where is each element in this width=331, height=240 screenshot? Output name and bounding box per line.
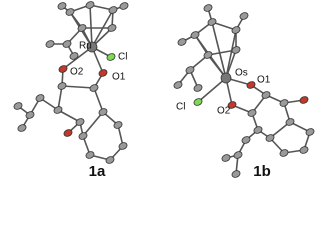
atom [25, 111, 35, 119]
atom-label: Cl [118, 52, 127, 63]
bond [211, 21, 227, 79]
atom [107, 24, 117, 32]
atom [203, 51, 213, 59]
bond [197, 77, 227, 103]
atom [98, 69, 108, 77]
atom [119, 2, 129, 10]
atom [35, 94, 45, 102]
atom [193, 98, 203, 106]
atom [173, 81, 183, 89]
atom [261, 91, 271, 99]
atom [233, 151, 243, 159]
atom [108, 6, 118, 14]
atom [279, 149, 289, 157]
bond [57, 85, 63, 111]
atom [265, 134, 275, 142]
atom [118, 142, 128, 150]
atom [77, 24, 87, 32]
atom [227, 101, 237, 109]
atom [190, 31, 200, 39]
atom [305, 128, 315, 136]
atom [53, 106, 63, 114]
atom [57, 2, 67, 10]
atom [13, 102, 23, 110]
atom [246, 81, 256, 89]
atom-label: Os [235, 68, 248, 79]
atom [85, 151, 95, 159]
atom [241, 136, 251, 144]
atom [253, 126, 263, 134]
atom [17, 124, 27, 132]
atom [220, 72, 232, 84]
atom [177, 38, 187, 46]
atom [57, 82, 67, 90]
atom [85, 1, 95, 9]
atom [285, 118, 295, 126]
atom [231, 170, 241, 178]
atom [89, 84, 99, 92]
atom [193, 84, 203, 92]
atom [86, 41, 98, 53]
bond [61, 85, 95, 89]
atom-label: Cl [176, 102, 185, 113]
atom [98, 108, 108, 116]
atom [62, 40, 72, 48]
atom-label: O2 [217, 106, 231, 117]
atom [231, 26, 241, 34]
atoms [13, 1, 315, 178]
bond [93, 87, 104, 113]
atom [113, 121, 123, 129]
atom [231, 46, 241, 54]
atom [58, 65, 68, 73]
figure: Ru Cl O2 O1 1a Os O1 Cl O2 1b [13, 1, 315, 180]
atom-label: O2 [70, 67, 84, 78]
bond [91, 9, 114, 48]
atom [105, 156, 115, 164]
bond [225, 29, 237, 79]
atom [63, 129, 73, 137]
page: Ru Cl O2 O1 1a Os O1 Cl O2 1b (() => { c… [13, 1, 315, 180]
atom [203, 4, 213, 12]
bond [89, 4, 93, 48]
atom-label: O1 [112, 72, 126, 83]
atom [78, 132, 88, 140]
atom [299, 96, 309, 104]
atom [299, 146, 309, 154]
panel-label: 1a [89, 163, 106, 180]
atom [75, 118, 85, 126]
atom-label: Ru [79, 41, 92, 52]
atom-label: O1 [257, 75, 271, 86]
atom [207, 18, 217, 26]
panel-label: 1b [253, 163, 271, 180]
bond [62, 46, 93, 70]
atom [45, 40, 55, 48]
atom [65, 8, 75, 16]
atom [239, 12, 249, 20]
atom [221, 154, 231, 162]
atom [279, 99, 289, 107]
bond [57, 109, 81, 123]
bond [82, 111, 104, 137]
atom [185, 66, 195, 74]
atom [106, 53, 116, 61]
atom [69, 52, 79, 60]
atom [247, 109, 257, 117]
